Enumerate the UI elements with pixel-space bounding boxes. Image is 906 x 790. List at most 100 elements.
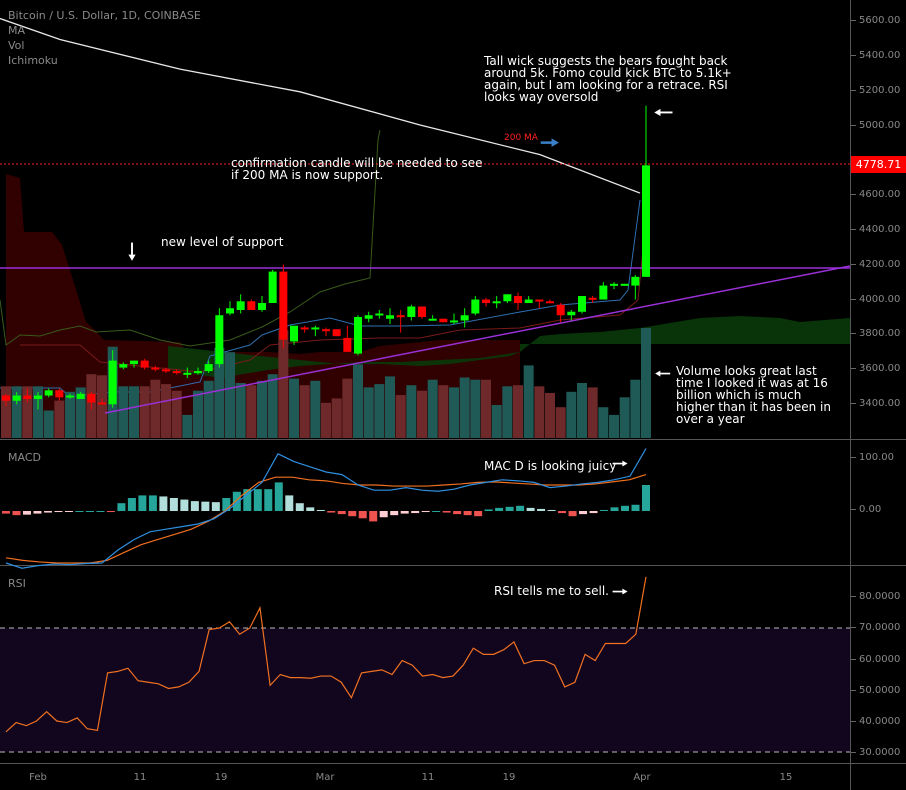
time-label: 19 (502, 772, 516, 783)
candle-body (76, 393, 85, 400)
volume-bar (523, 365, 534, 438)
price-tick: 4000.00 (851, 294, 900, 305)
price-tick: 5400.00 (851, 50, 900, 61)
candle-body (236, 301, 245, 310)
macd-histogram-bar (642, 485, 650, 511)
arrow-right-icon: 🠒 (612, 454, 628, 475)
macd-histogram-bar (400, 511, 409, 514)
rsi-tick: 70.0000 (851, 622, 900, 633)
macd-histogram-bar (211, 502, 220, 511)
volume-bar (534, 386, 545, 438)
volume-bar (619, 397, 630, 438)
volume-bar (395, 395, 406, 438)
macd-legend[interactable]: MACD (8, 451, 41, 464)
macd-histogram-bar (54, 511, 63, 513)
volume-bar (289, 378, 299, 438)
candle-body (642, 165, 650, 277)
price-axis[interactable]: 5600.00 5400.00 5200.00 5000.00 4600.00 … (850, 0, 906, 439)
macd-tick: 0.00 (851, 504, 881, 515)
lagging-span (0, 129, 381, 347)
volume-bar (555, 407, 566, 438)
macd-histogram-bar (610, 507, 619, 511)
rsi-axis[interactable]: 80.0000 70.0000 60.0000 50.0000 40.0000 … (850, 566, 906, 763)
macd-rsi-separator (0, 565, 906, 566)
arrow-left-icon: 🠐 (655, 364, 671, 385)
price-tick: 4400.00 (851, 224, 900, 235)
volume-bar (118, 386, 129, 438)
volume-bar (641, 328, 651, 438)
candle-body (247, 301, 256, 310)
macd-histogram-bar (75, 511, 84, 512)
price-tick: 4600.00 (851, 189, 900, 200)
price-tick: 5200.00 (851, 85, 900, 96)
macd-histogram-bar (117, 503, 126, 511)
macd-line (5, 448, 647, 569)
candle-body (172, 371, 181, 374)
volume-bar (481, 379, 491, 438)
macd-histogram-bar (369, 511, 378, 522)
candle-body (439, 318, 448, 323)
time-label: Apr (633, 772, 651, 783)
indicator-ma[interactable]: MA (8, 24, 26, 37)
volume-bar (459, 377, 470, 438)
macd-axis[interactable]: 100.00 0.00 (850, 440, 906, 565)
macd-histogram-bar (421, 511, 430, 513)
macd-histogram-bar (484, 509, 493, 511)
volume-bar (363, 387, 374, 438)
macd-histogram-bar (348, 511, 357, 517)
macd-histogram-bar (621, 505, 630, 511)
volume-bar (513, 385, 523, 438)
volume-bar (321, 402, 331, 438)
candle-body (482, 299, 490, 304)
arrow-down-icon: 🠓 (128, 240, 136, 265)
macd-histogram-bar (579, 511, 588, 515)
candle-body (354, 316, 362, 354)
candle-body (119, 364, 128, 368)
macd-histogram-bar (190, 501, 199, 511)
macd-histogram-bar (432, 511, 441, 512)
candle-body (343, 337, 352, 352)
ma-200-line (0, 17, 641, 194)
macd-histogram-bar (180, 499, 189, 511)
indicator-vol[interactable]: Vol (8, 39, 25, 52)
volume-bar (587, 387, 598, 438)
candle-body (87, 393, 96, 403)
candle-body (268, 271, 277, 304)
macd-histogram-bar (474, 511, 483, 517)
candle-body (279, 271, 288, 340)
macd-histogram-bar (358, 511, 367, 519)
macd-histogram-bar (631, 504, 640, 511)
candle-body (2, 395, 10, 401)
macd-histogram-bar (453, 511, 462, 515)
volume-bar (417, 390, 427, 438)
symbol-title[interactable]: Bitcoin / U.S. Dollar, 1D, COINBASE (8, 9, 201, 22)
candle-body (226, 308, 234, 314)
volume-bar (97, 375, 107, 438)
volume-bar (353, 364, 363, 438)
rsi-tick: 60.0000 (851, 654, 900, 665)
macd-histogram-bar (537, 508, 546, 511)
volume-bar (33, 386, 43, 438)
volume-bar (630, 379, 641, 438)
volume-bar (449, 387, 459, 438)
macd-histogram-bar (547, 509, 556, 511)
volume-bar (54, 400, 65, 438)
time-axis[interactable]: Feb 11 19 Mar 11 19 Apr 15 (0, 764, 850, 790)
candle-body (567, 311, 576, 316)
rsi-line (5, 576, 647, 733)
ichimoku-cloud-bear (6, 174, 520, 438)
candle-body (215, 315, 224, 365)
chart-canvas[interactable] (0, 0, 850, 790)
indicator-ichimoku[interactable]: Ichimoku (8, 54, 58, 67)
volume-bar (139, 386, 150, 438)
candle-body (258, 303, 266, 310)
macd-histogram-bar (316, 509, 325, 511)
rsi-legend[interactable]: RSI (8, 577, 26, 590)
candle-body (524, 299, 533, 304)
candle-body (503, 294, 512, 302)
candle-body (535, 299, 544, 302)
rsi-tick: 40.0000 (851, 716, 900, 727)
candle-body (396, 315, 405, 318)
macd-histogram-bar (43, 511, 52, 513)
macd-histogram-bar (285, 495, 294, 511)
